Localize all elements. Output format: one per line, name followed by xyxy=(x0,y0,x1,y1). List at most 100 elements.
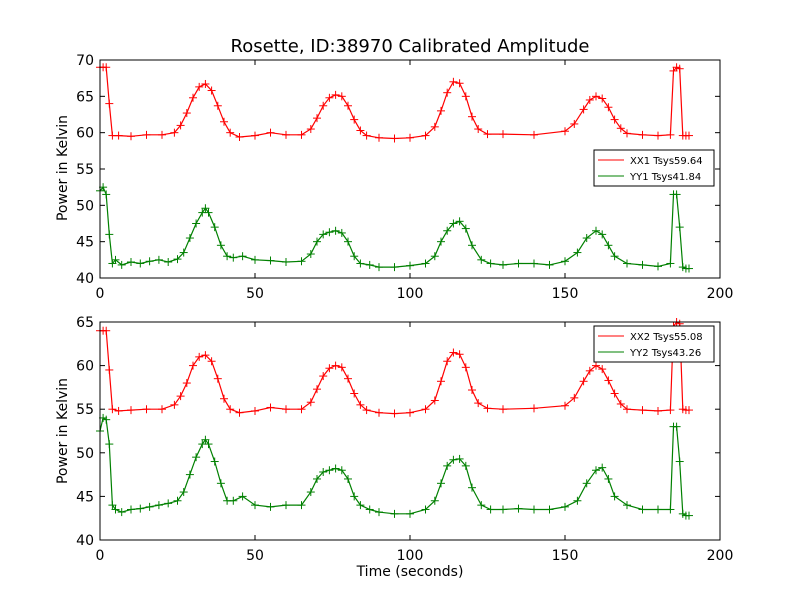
data-point xyxy=(356,259,365,268)
data-point xyxy=(350,252,359,261)
data-point xyxy=(604,376,613,385)
data-point xyxy=(430,496,439,505)
data-point xyxy=(468,483,476,492)
data-point xyxy=(158,130,166,139)
data-point xyxy=(685,406,693,415)
data-point xyxy=(344,237,352,246)
bottom-panel: Power in Kelvin Time (seconds) 0 50 100 150… xyxy=(55,315,733,580)
data-point xyxy=(238,492,247,501)
data-point xyxy=(325,228,334,237)
data-point xyxy=(108,501,117,510)
data-point xyxy=(468,112,476,121)
data-point xyxy=(561,401,569,410)
data-point xyxy=(313,385,321,394)
data-point xyxy=(105,440,114,449)
data-point xyxy=(430,396,439,405)
data-point xyxy=(598,230,607,239)
x-tick-label: 50 xyxy=(246,286,264,302)
data-point xyxy=(344,374,352,383)
data-point xyxy=(468,241,476,250)
data-point xyxy=(173,496,182,505)
x-tick-label: 150 xyxy=(552,548,579,564)
data-point xyxy=(170,400,179,409)
data-point xyxy=(461,92,470,101)
data-point xyxy=(545,260,554,269)
data-point xyxy=(319,467,328,476)
data-point xyxy=(362,406,371,415)
data-point xyxy=(337,363,346,372)
data-point xyxy=(145,257,154,266)
data-point xyxy=(325,364,334,373)
data-point xyxy=(185,470,194,479)
data-point xyxy=(685,511,693,520)
top-axis-ticks: 0 50 100 150 200 40 45 50 55 60 65 70 xyxy=(76,53,733,302)
y-tick-label: 40 xyxy=(76,271,94,287)
data-point xyxy=(102,63,111,72)
data-point xyxy=(179,248,188,257)
data-point xyxy=(638,130,647,139)
data-point xyxy=(325,466,334,475)
data-point xyxy=(406,133,414,142)
data-point xyxy=(474,399,483,408)
data-point xyxy=(406,509,414,518)
y-tick-label: 70 xyxy=(76,53,94,69)
data-point xyxy=(437,237,445,246)
data-point xyxy=(195,82,204,91)
data-point xyxy=(582,234,591,243)
data-point xyxy=(251,406,259,415)
data-point xyxy=(486,505,495,514)
data-point xyxy=(514,259,523,268)
data-point xyxy=(213,101,222,110)
data-point xyxy=(319,101,328,110)
top-legend: XX1 Tsys59.64 YY1 Tsys41.84 xyxy=(593,149,715,187)
data-point xyxy=(430,252,439,261)
data-point xyxy=(616,124,625,133)
data-point xyxy=(638,505,647,514)
data-point xyxy=(145,502,154,511)
data-point xyxy=(461,461,470,470)
data-point xyxy=(375,263,383,272)
data-point xyxy=(421,131,430,140)
data-point xyxy=(337,92,346,101)
data-point xyxy=(102,415,111,424)
data-point xyxy=(610,115,619,124)
top-panel: Rosette, ID:38970 Calibrated Amplitude P… xyxy=(55,36,733,302)
y-tick-label: 65 xyxy=(76,89,94,105)
top-plot-frame xyxy=(99,59,721,279)
data-point xyxy=(226,405,235,414)
top-series-group xyxy=(96,63,693,273)
data-point xyxy=(117,508,126,517)
data-point xyxy=(604,103,613,112)
data-point xyxy=(331,464,340,473)
chart-title: Rosette, ID:38970 Calibrated Amplitude xyxy=(231,36,590,57)
data-point xyxy=(604,474,613,483)
x-tick-label: 200 xyxy=(707,286,734,302)
data-point xyxy=(514,504,523,513)
data-point xyxy=(337,228,346,237)
data-point xyxy=(344,101,352,110)
top-y-axis-label: Power in Kelvin xyxy=(55,115,71,221)
data-point xyxy=(421,259,430,268)
data-point xyxy=(127,406,135,415)
bottom-legend: XX2 Tsys55.08 YY2 Tsys43.26 xyxy=(593,325,715,363)
data-point xyxy=(499,505,507,514)
data-point xyxy=(102,326,111,335)
series-line-1-0 xyxy=(100,321,689,415)
data-point xyxy=(623,501,631,510)
data-point xyxy=(579,105,588,114)
data-point xyxy=(282,501,290,510)
data-point xyxy=(561,502,569,511)
data-point xyxy=(102,190,111,199)
data-point xyxy=(638,260,647,269)
data-point xyxy=(390,134,399,143)
data-point xyxy=(350,115,359,124)
data-point xyxy=(127,132,135,141)
data-point xyxy=(598,365,607,374)
data-point xyxy=(306,250,315,259)
data-point xyxy=(573,496,582,505)
data-point xyxy=(685,264,693,273)
data-point xyxy=(189,93,197,102)
data-point xyxy=(226,128,235,137)
data-point xyxy=(251,131,259,140)
data-point xyxy=(319,372,328,381)
